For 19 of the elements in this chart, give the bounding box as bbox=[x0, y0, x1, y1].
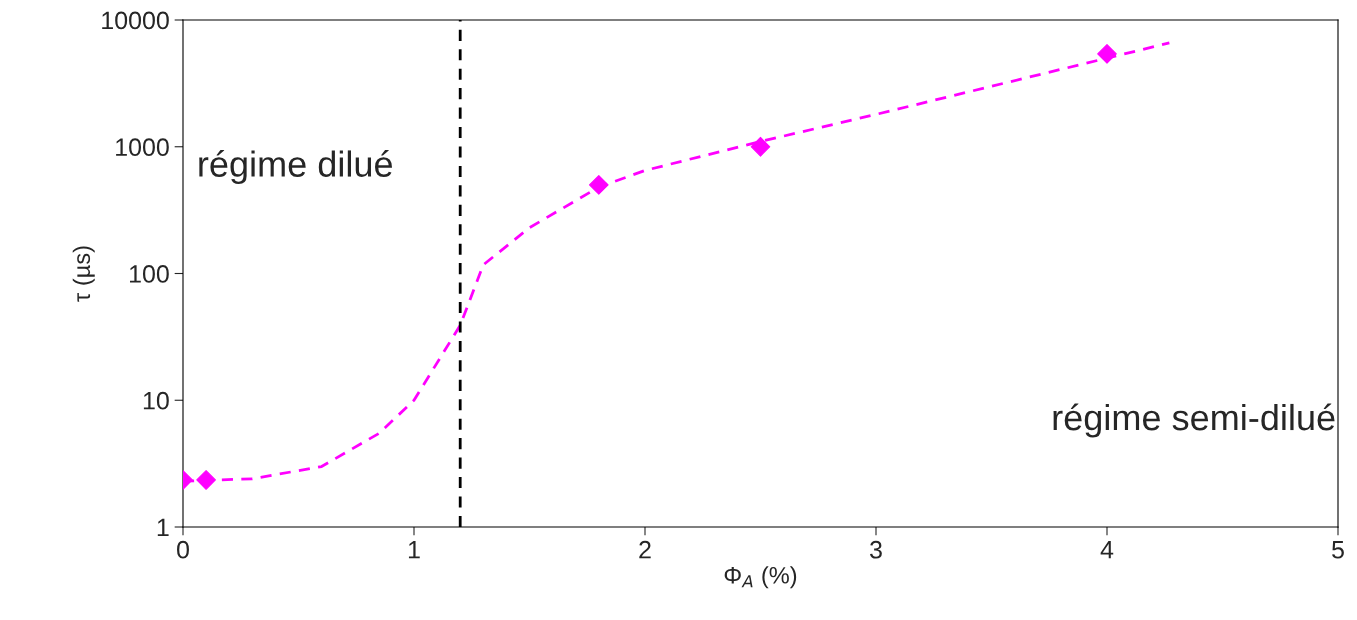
y-tick-label: 10 bbox=[143, 391, 169, 410]
x-tick-label: 3 bbox=[870, 540, 882, 559]
annotation: régime semi-dilué bbox=[1053, 403, 1335, 438]
x-tick-label: 1 bbox=[408, 541, 420, 559]
y-tick-label: 100 bbox=[130, 265, 169, 283]
point bbox=[1097, 44, 1117, 64]
y-axis-title: τ (µs) bbox=[72, 246, 95, 302]
annotation: régime dilué bbox=[199, 149, 392, 185]
x-axis-title: Φ$_{A}$ (%) bbox=[724, 566, 797, 589]
point bbox=[588, 175, 609, 195]
y-tick-label: 10000 bbox=[102, 11, 169, 30]
x-tick-label: 2 bbox=[639, 540, 651, 559]
point bbox=[196, 470, 216, 490]
point bbox=[750, 136, 771, 157]
y-tick-label: 1 bbox=[157, 518, 169, 537]
x-tick-label: 5 bbox=[1332, 541, 1344, 559]
y-tick-label: 1000 bbox=[116, 138, 169, 157]
x-tick-label: 0 bbox=[177, 540, 189, 559]
x-tick-label: 4 bbox=[1100, 541, 1114, 559]
